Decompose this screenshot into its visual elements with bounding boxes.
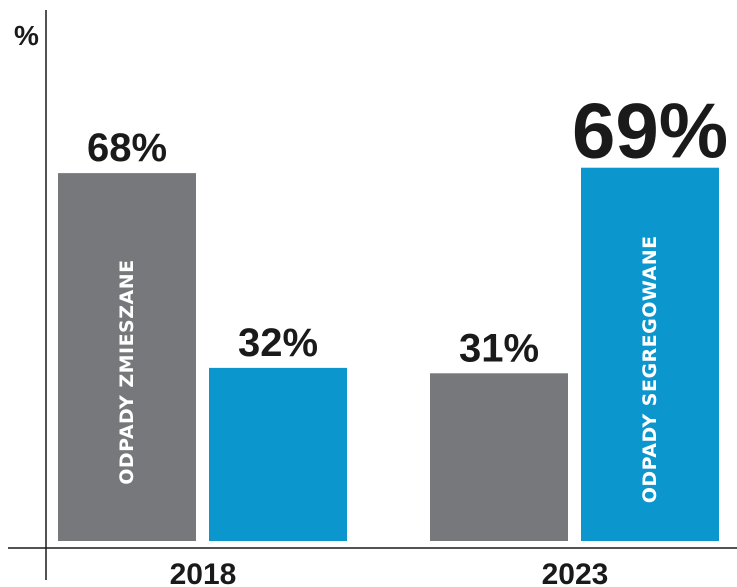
x-tick-label-2023: 2023 bbox=[542, 558, 609, 587]
bar-2023-series-1 bbox=[430, 373, 568, 541]
value-label: 68% bbox=[87, 126, 167, 170]
series-name-label: ODPADY ZMIESZANE bbox=[116, 259, 138, 484]
value-label: 31% bbox=[459, 326, 539, 370]
labels-group: 68% 31% 32% 69% ODPADY ZMIESZANE ODPADY SEGRE… bbox=[87, 87, 728, 587]
value-label: 69% bbox=[572, 87, 728, 175]
x-tick-label-2018: 2018 bbox=[170, 558, 237, 587]
value-label: 32% bbox=[238, 321, 318, 365]
bar-2023-series-2 bbox=[581, 167, 719, 541]
bars-group bbox=[58, 167, 719, 541]
bar-2018-series-1 bbox=[58, 173, 196, 541]
y-axis-label: % bbox=[14, 20, 39, 51]
bar-2018-series-2 bbox=[209, 367, 347, 541]
series-name-label: ODPADY SEGREGOWANE bbox=[639, 235, 661, 503]
